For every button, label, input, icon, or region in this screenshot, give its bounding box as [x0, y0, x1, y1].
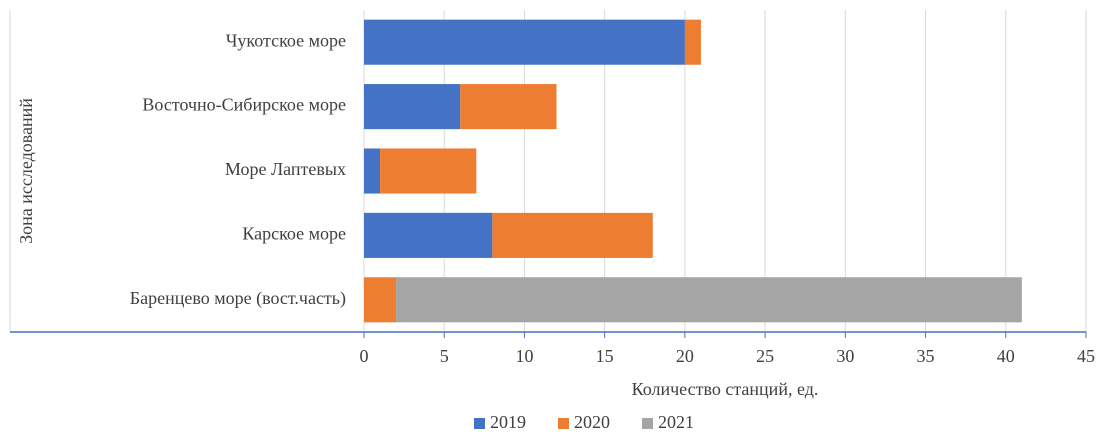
legend-label: 2020 [574, 412, 610, 432]
bar-segment [364, 19, 685, 65]
y-tick-label: Баренцево море (вост.часть) [130, 288, 346, 309]
x-axis-label: Количество станций, ед. [632, 379, 819, 399]
bar-segment [492, 212, 653, 258]
bar-segment [364, 277, 397, 323]
y-tick-label: Море Лаптевых [225, 159, 346, 179]
x-tick-label: 10 [515, 346, 533, 366]
y-tick-label: Чукотское море [226, 30, 346, 50]
y-tick-label: Карское море [242, 224, 346, 244]
y-tick-label: Восточно-Сибирское море [142, 95, 346, 115]
legend-swatch [474, 418, 485, 429]
x-tick-label: 25 [756, 346, 774, 366]
legend-label: 2021 [658, 412, 694, 432]
x-tick-label: 40 [997, 346, 1015, 366]
legend-label: 2019 [490, 412, 526, 432]
x-tick-label: 20 [676, 346, 694, 366]
x-tick-label: 45 [1077, 346, 1095, 366]
y-axis-label: Зона исследований [16, 98, 36, 244]
bar-segment [364, 212, 493, 258]
bar-segment [396, 277, 1022, 323]
bar-segment [460, 84, 557, 130]
x-tick-label: 0 [360, 346, 369, 366]
x-tick-label: 15 [596, 346, 614, 366]
bar-segment [380, 148, 477, 194]
bar-segment [364, 148, 381, 194]
x-tick-label: 5 [440, 346, 449, 366]
bar-segment [364, 84, 461, 130]
legend-swatch [558, 418, 569, 429]
x-tick-label: 30 [836, 346, 854, 366]
legend-swatch [642, 418, 653, 429]
bar-segment [684, 19, 701, 65]
x-tick-label: 35 [917, 346, 935, 366]
